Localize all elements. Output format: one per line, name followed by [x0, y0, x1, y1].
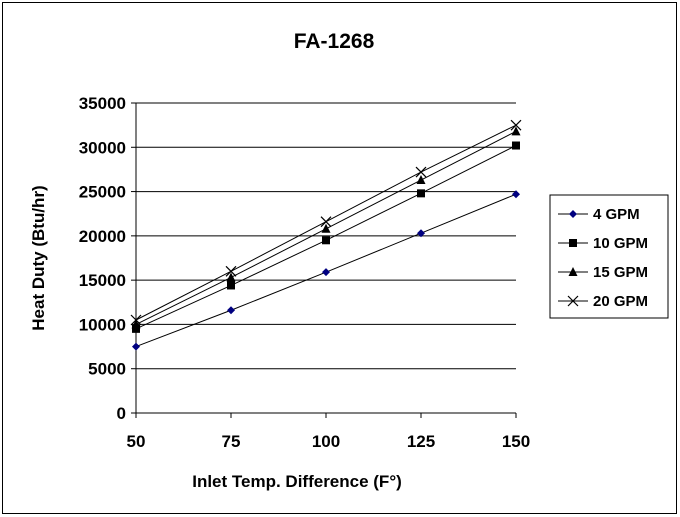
x-axis-label: Inlet Temp. Difference (F°) [192, 472, 402, 491]
series-line-20-gpm [135, 124, 517, 321]
legend-label-10-gpm: 10 GPM [593, 235, 648, 252]
point-15-gpm-0 [131, 319, 141, 329]
point-4-gpm-1 [227, 306, 235, 315]
legend-label-20-gpm: 20 GPM [593, 293, 648, 310]
point-20-gpm-2-b [320, 216, 332, 228]
gridlines [136, 102, 516, 370]
point-20-gpm-3 [415, 166, 427, 178]
x-tick-label-1: 75 [222, 432, 241, 451]
y-tick-label-6: 30000 [79, 138, 126, 157]
y-tick-label-1: 5000 [88, 360, 126, 379]
x-tick-label-0: 50 [127, 432, 146, 451]
point-20-gpm-4 [510, 119, 522, 131]
point-20-gpm-0-b [130, 314, 142, 326]
axes [131, 102, 517, 418]
x-tick-labels: 50 75 100 125 150 [127, 432, 531, 451]
legend-label-4-gpm: 4 GPM [593, 206, 640, 223]
point-20-gpm-1 [225, 265, 237, 277]
x-tick-label-2: 100 [312, 432, 340, 451]
legend: 4 GPM 10 GPM 15 GPM 20 GPM [549, 194, 669, 319]
legend-marker-20-gpm [567, 295, 579, 307]
point-15-gpm-4 [511, 126, 521, 136]
legend-label-15-gpm: 15 GPM [593, 264, 648, 281]
point-4-gpm-2 [322, 268, 330, 277]
y-tick-label-2: 10000 [79, 315, 126, 334]
x-tick-label-4: 150 [502, 432, 530, 451]
point-20-gpm-3-b [415, 166, 427, 178]
y-tick-label-5: 25000 [79, 183, 126, 202]
legend-marker-20-gpm-b [567, 295, 579, 307]
legend-marker-10-gpm [569, 239, 577, 247]
y-tick-labels: 0 5000 10000 15000 20000 25000 30000 35000 [79, 94, 126, 423]
point-10-gpm-4 [512, 141, 520, 150]
point-10-gpm-2 [322, 236, 330, 245]
point-4-gpm-4 [512, 190, 520, 199]
chart-title: FA-1268 [294, 30, 375, 53]
y-tick-label-0: 0 [117, 404, 126, 423]
y-tick-label-3: 15000 [79, 271, 126, 290]
y-tick-label-7: 35000 [79, 94, 126, 113]
point-15-gpm-3 [416, 175, 426, 185]
point-15-gpm-2 [321, 223, 331, 233]
point-10-gpm-1 [227, 281, 235, 290]
legend-marker-4-gpm [569, 210, 577, 218]
point-10-gpm-3 [417, 189, 425, 198]
y-axis-label: Heat Duty (Btu/hr) [29, 185, 48, 330]
point-20-gpm-1-b [225, 265, 237, 277]
series-markers [130, 119, 522, 351]
point-10-gpm-0 [132, 324, 140, 333]
point-20-gpm-0 [130, 314, 142, 326]
legend-marker-15-gpm [568, 267, 578, 276]
point-4-gpm-3 [417, 229, 425, 238]
x-tick-label-3: 125 [407, 432, 435, 451]
point-15-gpm-1 [226, 272, 236, 282]
point-20-gpm-2 [320, 216, 332, 228]
point-4-gpm-0 [132, 342, 140, 351]
point-20-gpm-4-b [510, 119, 522, 131]
y-tick-label-4: 20000 [79, 227, 126, 246]
